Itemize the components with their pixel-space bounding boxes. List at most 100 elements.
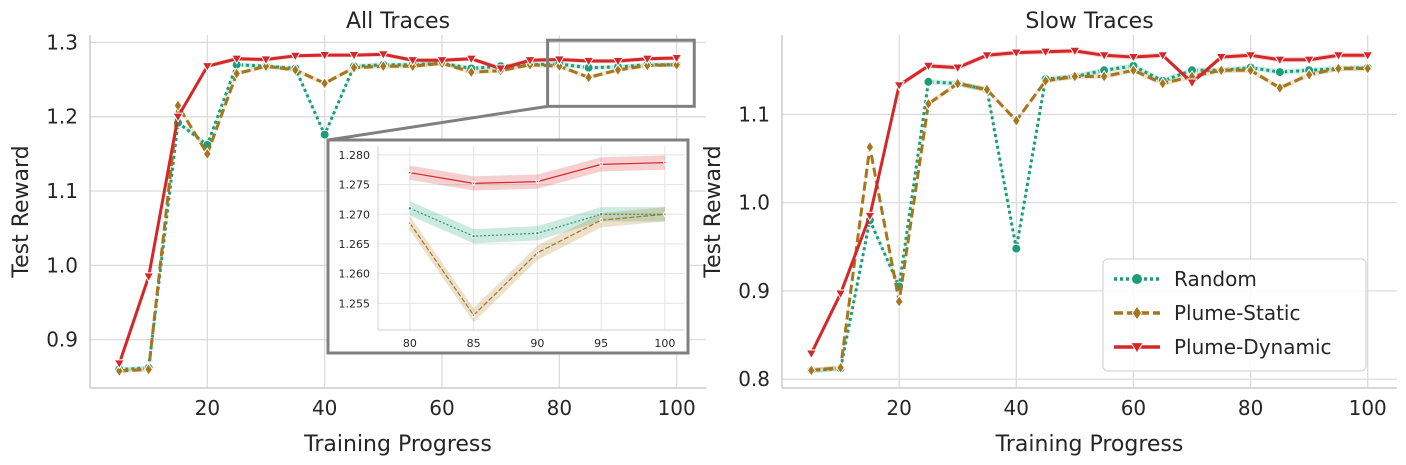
- inset-data-point: [535, 249, 540, 256]
- data-point: [554, 59, 564, 73]
- data-point: [1246, 63, 1256, 77]
- data-point: [865, 140, 875, 154]
- data-point: [230, 54, 243, 65]
- x-tick-label: 100: [658, 396, 696, 420]
- zoom-region-box: [546, 38, 696, 108]
- x-tick-label: 20: [886, 396, 911, 420]
- inset-series-plume-dynamic: [407, 155, 668, 191]
- data-point: [348, 50, 360, 62]
- data-point: [1069, 46, 1081, 57]
- series-plume-static: [114, 56, 682, 378]
- legend-entry: Random: [1114, 267, 1257, 291]
- data-point: [1303, 55, 1315, 66]
- panel-slow-traces: 20 40 60 80 100 0.8 0.9 1.0 1.1 Slow Traces Traini…: [701, 9, 1397, 457]
- data-point: [202, 147, 212, 161]
- data-point: [318, 50, 331, 62]
- data-point: [1041, 74, 1051, 88]
- inset-data-point: [470, 181, 477, 187]
- data-point: [1039, 47, 1052, 58]
- y-tick-label: 0.9: [738, 279, 770, 303]
- inset-y-tick-label: 1.265: [339, 238, 371, 251]
- data-point: [923, 97, 933, 111]
- inset-data-point: [407, 206, 413, 211]
- data-point: [923, 76, 934, 87]
- inset-data-point: [471, 234, 476, 239]
- inset-data-point: [598, 162, 604, 168]
- data-point: [1332, 51, 1345, 62]
- x-tick-label: 80: [1238, 396, 1263, 420]
- data-point: [173, 99, 183, 113]
- x-tick-label: 100: [1349, 396, 1387, 420]
- y-tick-label: 1.1: [46, 179, 78, 203]
- data-point: [436, 56, 448, 67]
- data-point: [1244, 51, 1257, 62]
- data-point: [289, 51, 302, 62]
- data-point: [864, 211, 876, 222]
- data-point: [524, 56, 536, 67]
- data-point: [1304, 68, 1314, 82]
- data-point: [290, 63, 300, 77]
- data-point: [113, 359, 126, 370]
- inset-y-tick-label: 1.275: [339, 179, 371, 192]
- legend: Random Plume-Static Plume-Dynamic: [1102, 258, 1367, 372]
- inset-x-tick-label: 95: [594, 337, 608, 350]
- data-point: [641, 54, 654, 65]
- series-plume-static: [806, 62, 1373, 377]
- inset-frame: [326, 138, 690, 355]
- inset-data-point: [535, 231, 540, 236]
- legend-entry: Plume-Dynamic: [1114, 335, 1332, 359]
- inset-y-tick-label: 1.260: [339, 268, 371, 281]
- data-point: [953, 77, 963, 91]
- data-point: [806, 363, 816, 377]
- data-point: [378, 59, 388, 73]
- data-point: [261, 59, 271, 73]
- legend-label: Plume-Dynamic: [1174, 335, 1332, 359]
- inset-x-tick-label: 90: [530, 337, 544, 350]
- legend-entry: Plume-Static: [1114, 301, 1300, 325]
- data-point: [981, 51, 993, 62]
- data-point: [144, 362, 154, 376]
- data-point: [1363, 62, 1373, 76]
- data-point: [834, 289, 847, 300]
- data-point: [320, 76, 330, 90]
- inset-y-tick-label: 1.270: [339, 208, 371, 221]
- data-point: [1274, 67, 1285, 78]
- data-point: [232, 67, 242, 81]
- data-point: [201, 62, 214, 73]
- data-point: [553, 55, 566, 66]
- legend-label: Random: [1174, 267, 1257, 291]
- data-point: [836, 361, 846, 375]
- data-point: [494, 64, 507, 75]
- data-point: [1361, 51, 1374, 62]
- x-tick-label: 20: [195, 396, 220, 420]
- inset-series-plume-static: [407, 207, 667, 323]
- series-plume-dynamic: [805, 46, 1374, 360]
- data-point: [893, 81, 905, 92]
- data-point: [1215, 52, 1228, 64]
- inset-data-point: [598, 212, 604, 217]
- y-tick-label: 1.3: [46, 30, 78, 54]
- chart-title: Slow Traces: [1025, 9, 1153, 34]
- data-point: [1128, 63, 1138, 77]
- inset-y-tick-label: 1.255: [339, 297, 371, 310]
- data-point: [582, 56, 595, 67]
- x-tick-label: 80: [547, 396, 572, 420]
- panel-all-traces: 20 40 60 80 100 0.9 1.0 1.1 1.2 1.3 All Traces Trai…: [9, 9, 706, 457]
- inset-series-random: [407, 201, 668, 244]
- data-point: [1099, 69, 1109, 83]
- inset-y-tick-label: 1.280: [339, 149, 371, 162]
- series-line: [117, 52, 677, 364]
- data-point: [1274, 55, 1286, 66]
- inset-x-tick-label: 85: [467, 337, 481, 350]
- y-tick-label: 0.9: [46, 328, 78, 352]
- data-point: [982, 83, 992, 97]
- legend-swatch-marker: [1130, 342, 1144, 355]
- x-tick-label: 40: [312, 396, 337, 420]
- series-line: [811, 67, 1368, 372]
- data-point: [1158, 77, 1168, 91]
- inset-data-point: [407, 220, 412, 227]
- y-tick-label: 1.2: [46, 105, 78, 129]
- y-axis-label: Test Reward: [9, 145, 34, 278]
- series-line: [119, 61, 677, 373]
